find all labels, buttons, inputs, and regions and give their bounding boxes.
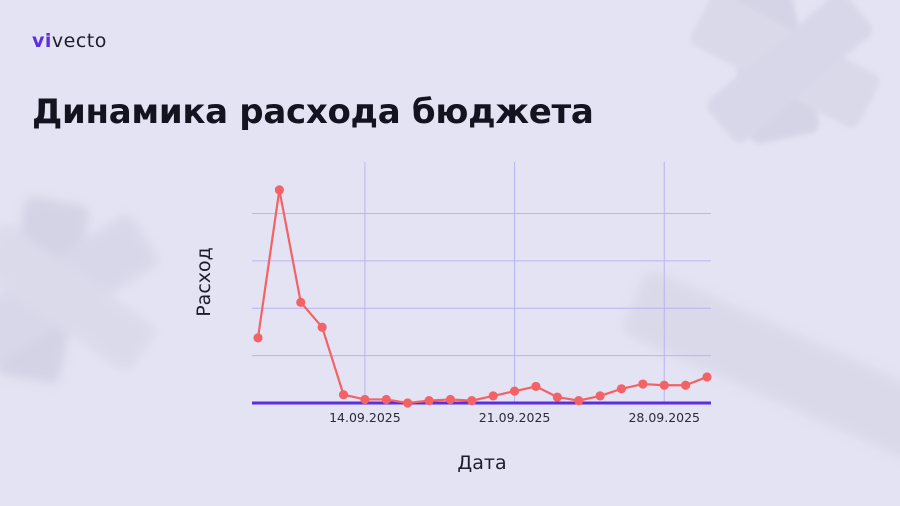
data-point (424, 396, 434, 406)
data-point (360, 394, 370, 405)
series-line (256, 188, 708, 405)
y-axis-label: Расход (193, 247, 215, 317)
data-point (552, 392, 562, 402)
data-point (445, 394, 456, 405)
x-axis-label: Дата (457, 452, 507, 474)
data-point (317, 322, 327, 332)
data-point (296, 297, 306, 307)
data-point (702, 372, 712, 382)
data-point (595, 391, 605, 401)
data-point (659, 380, 669, 390)
data-point (467, 396, 477, 406)
data-point (338, 390, 349, 400)
data-point (531, 381, 541, 392)
page-title: Динамика расхода бюджета (32, 92, 594, 132)
data-point (274, 185, 284, 195)
x-tick-label: 21.09.2025 (478, 410, 551, 425)
data-point (681, 380, 691, 390)
data-point (638, 379, 648, 389)
data-point (253, 333, 263, 343)
data-point (574, 396, 584, 406)
logo-rest: vecto (51, 30, 107, 52)
x-tick-label: 14.09.2025 (329, 410, 401, 425)
data-point (488, 391, 498, 401)
data-point (616, 384, 627, 394)
data-point (403, 398, 413, 408)
vivecto-logo: vivecto (32, 30, 107, 52)
logo-accent: vi (32, 30, 52, 52)
data-point (509, 386, 520, 396)
data-point (381, 394, 391, 405)
x-tick-label: 28.09.2025 (628, 410, 701, 425)
